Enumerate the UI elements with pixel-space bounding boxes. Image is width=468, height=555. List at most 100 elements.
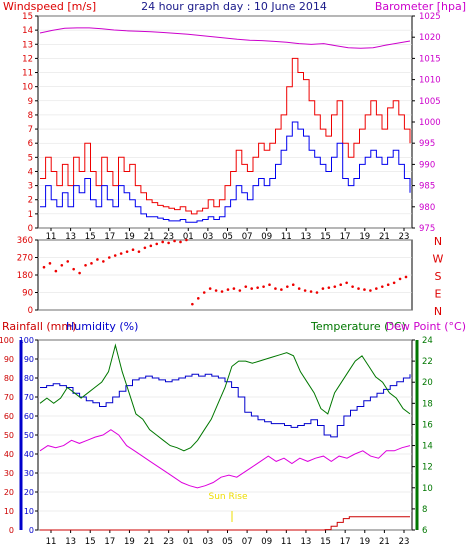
rainfall-line: [40, 516, 410, 531]
y2-tick-label: 22: [422, 357, 433, 367]
rainfall-tick-label: 40: [4, 450, 14, 459]
wind-direction-point: [143, 246, 147, 250]
x-tick-label: 19: [359, 232, 370, 242]
x-tick-label: 23: [399, 537, 410, 547]
wind-direction-point: [149, 244, 153, 248]
humidity-tick-label: 0: [29, 526, 34, 535]
wind-direction-point: [208, 287, 212, 290]
wind-direction-point: [125, 250, 129, 253]
wind-direction-point: [90, 262, 93, 265]
wind-direction-point: [369, 289, 372, 292]
wind-direction-point: [380, 285, 384, 288]
grid: [38, 239, 412, 311]
x-tick-label: 13: [301, 537, 312, 547]
wind-direction-point: [386, 283, 390, 287]
wind-direction-point: [232, 287, 236, 290]
wind-direction-point: [291, 283, 295, 287]
y2-tick-label: 12: [422, 463, 433, 473]
y-tick-label: 9: [28, 97, 33, 107]
wind-baro-panel: Windspeed [m/s] 24 hour graph day : 10 J…: [3, 0, 466, 242]
x-tick-label: 11: [281, 232, 292, 242]
y-tick-label: 360: [17, 236, 33, 246]
wind-direction-point: [280, 288, 283, 291]
x-axis: 11 13 15 17 19 21 23 01 03 05 07 09 11 13 15 17 19 21 23: [46, 530, 410, 547]
y2-tick-label: 6: [422, 526, 427, 536]
wind-direction-point: [191, 302, 194, 306]
x-tick-label: 13: [65, 232, 76, 242]
x-tick-label: 09: [261, 537, 272, 547]
wind-direction-point: [202, 291, 206, 294]
dewpoint-line: [39, 429, 411, 489]
wind-direction-point: [155, 242, 159, 246]
rainfall-tick-label: 30: [4, 469, 14, 478]
wind-direction-point: [113, 254, 117, 257]
wind-direction-point: [60, 263, 64, 267]
y-axis-right: 6 8 10 12 14 16 18 20 22 24: [412, 336, 433, 536]
wind-direction-point: [321, 287, 325, 290]
y-axis-left: 0 90 180 270 360: [17, 236, 38, 316]
y-tick-label: 0: [28, 306, 33, 316]
x-tick-label: 13: [65, 537, 76, 547]
humidity-tick-label: 60: [24, 412, 34, 421]
temperature-line: [39, 343, 411, 452]
wind-direction-point: [268, 283, 271, 287]
compass-label: N: [434, 235, 442, 248]
series-group: [42, 238, 408, 306]
y2-tick-label: 1000: [419, 118, 441, 128]
y-tick-label: 10: [22, 83, 33, 93]
humidity-tick-label: 90: [24, 355, 34, 364]
humidity-tick-label: 100: [19, 336, 34, 345]
x-tick-label: 01: [183, 232, 194, 242]
sun-rise-label: Sun Rise: [209, 492, 248, 502]
temperature-axis-title: Temperature (°C): [310, 320, 406, 333]
compass-label: S: [435, 270, 442, 283]
wind-direction-point: [309, 290, 313, 293]
y-tick-label: 12: [22, 54, 33, 64]
y-tick-label: 11: [22, 69, 33, 79]
y-axis-left: 0 0 10 10 20 20 30 30 40 40 50 50 60 60 70 70 80 80 90 90 10…: [0, 336, 38, 535]
y-tick-label: 6: [28, 139, 33, 149]
y2-tick-label: 10: [422, 484, 433, 494]
x-tick-label: 21: [144, 537, 155, 547]
wind-direction-point: [119, 252, 123, 255]
wind-direction-point: [303, 289, 307, 292]
y2-tick-label: 980: [419, 203, 435, 213]
wind-direction-point: [196, 297, 200, 300]
humidity-tick-label: 80: [24, 374, 34, 383]
wind-direction-point: [351, 285, 354, 288]
wind-direction-point: [179, 240, 182, 244]
y-tick-label: 7: [28, 125, 33, 135]
x-tick-label: 23: [163, 232, 174, 242]
y-tick-label: 14: [22, 26, 33, 36]
rainfall-tick-label: 10: [4, 507, 14, 516]
y2-tick-label: 1025: [419, 12, 441, 22]
x-axis: 11 13 15 17 19 21 23 01 03 05 07 09 11 13 15 17 19 21 23: [46, 228, 409, 242]
humidity-tick-label: 40: [24, 450, 34, 459]
dewpoint-axis-title: Dew Point (°C): [386, 320, 466, 333]
humidity-tick-label: 20: [24, 488, 34, 497]
series-group: [39, 27, 411, 223]
wind-direction-point: [107, 256, 111, 259]
humidity-axis-title: Humidity (%): [66, 320, 138, 333]
rainfall-tick-label: 100: [0, 336, 14, 345]
x-tick-label: 21: [379, 232, 390, 242]
y2-tick-label: 16: [422, 420, 433, 430]
y2-tick-label: 24: [422, 336, 433, 346]
x-tick-label: 15: [85, 537, 96, 547]
wind-direction-point: [137, 250, 141, 253]
x-tick-label: 05: [222, 232, 233, 242]
y2-tick-label: 985: [419, 182, 435, 192]
y2-tick-label: 18: [422, 399, 433, 409]
y-tick-label: 15: [22, 12, 33, 22]
rainfall-axis-title: Rainfall (mm): [2, 320, 76, 333]
x-tick-label: 09: [261, 232, 272, 242]
humidity-tick-label: 10: [24, 507, 34, 516]
x-tick-label: 15: [85, 232, 96, 242]
y-tick-label: 90: [22, 289, 33, 299]
humidity-tick-label: 70: [24, 393, 34, 402]
wind-direction-point: [161, 240, 164, 244]
y-axis-right: 975 980 985 990 995 1000 1005 1010 1015 1020 1025: [412, 12, 441, 234]
